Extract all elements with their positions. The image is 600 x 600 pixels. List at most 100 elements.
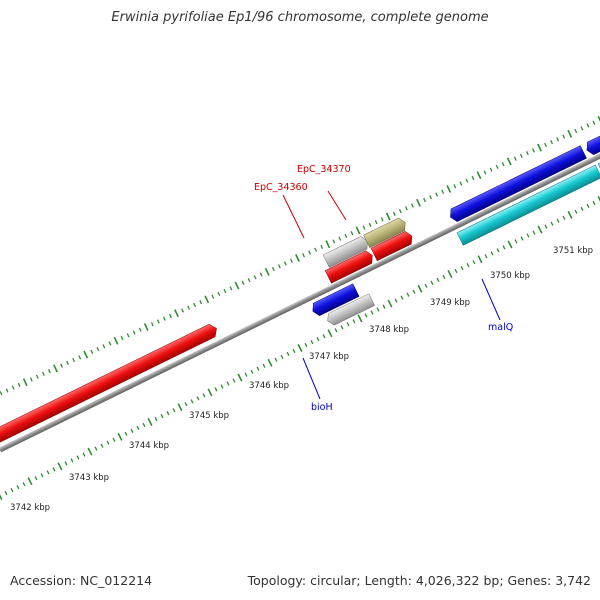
scale-tick [124,431,128,436]
scale-tick [108,341,112,346]
scale-tick [334,328,338,333]
scale-tick [250,369,254,374]
scale-tick [501,162,505,167]
scale-tick [387,299,393,308]
scale-tick [537,225,543,234]
scale-tick [374,220,378,225]
scale-tick [513,156,517,161]
scale-tick [562,215,566,220]
scale-label: 3751 kbp [553,246,593,256]
scale-tick [76,455,80,460]
scale-tick [325,240,331,249]
scale-tick [290,258,293,263]
scale-tick [435,192,439,197]
scale-tick [597,116,600,122]
scale-tick [376,307,380,312]
scale-tick [271,266,275,272]
scale-tick [48,369,51,374]
scale-tick [132,330,136,335]
scale-tick [262,363,266,368]
scale-tick [232,378,236,383]
scale-tick [202,393,206,398]
gene-arrow [370,231,413,262]
scale-tick [586,123,590,128]
scale-tick [237,373,243,382]
scale-tick [550,221,554,226]
scale-tick [78,355,82,360]
scale-tick [193,302,197,307]
scale-tick [217,291,221,296]
scale-tick [117,432,123,441]
scale-tick [466,263,470,268]
scale-tick [0,391,3,396]
scale-tick [322,334,326,339]
scale-tick [580,126,584,131]
gene-arrow [450,145,587,222]
scale-tick [380,217,384,222]
scale-tick [147,418,153,426]
scale-label: 3745 kbp [189,411,229,421]
scale-tick [574,128,578,134]
scale-tick [90,349,94,354]
scale-label: 3747 kbp [309,352,349,362]
scale-tick [57,462,63,471]
scale-tick [196,396,200,401]
scale-tick [46,470,50,475]
scale-tick [447,270,453,278]
scale-tick [286,351,290,356]
leader-line [327,190,347,221]
scale-tick [177,403,183,412]
scale-label: 3748 kbp [369,325,409,335]
lower-scale-ticks [0,196,600,500]
scale-tick [495,164,499,169]
scale-tick [556,218,560,223]
scale-tick [292,348,296,354]
scale-tick [87,447,93,456]
scale-tick [64,461,68,466]
scale-tick [484,254,488,259]
gene-arrow [363,217,406,249]
scale-tick [17,382,21,388]
leader-line [481,278,501,321]
scale-tick [392,211,396,216]
scale-tick [592,200,596,206]
scale-tick [247,278,251,283]
scale-tick [100,443,104,448]
scale-tick [199,300,203,305]
scale-tick [264,267,270,276]
gene-label-bioh: bioH [311,402,333,413]
scale-tick [0,494,3,500]
scale-tick [355,226,361,235]
genome-summary-text: Topology: circular; Length: 4,026,322 bp… [247,573,591,588]
scale-tick [27,477,33,486]
scale-tick [465,178,469,183]
scale-label: 3750 kbp [490,271,530,281]
scale-tick [446,185,452,193]
scale-tick [314,247,318,252]
gene-arrow [324,250,373,284]
scale-tick [316,337,320,342]
scale-tick [338,236,342,241]
scale-tick [592,120,596,125]
scale-tick [417,284,423,293]
scale-tick [204,295,210,304]
scale-tick [11,385,15,390]
scale-tick [370,310,374,315]
scale-tick [234,281,240,290]
scale-tick [580,206,584,211]
scale-label: 3744 kbp [129,441,169,451]
scale-tick [344,233,348,238]
scale-tick [120,335,124,341]
scale-tick [4,490,8,496]
scale-tick [259,272,263,277]
scale-label: 3742 kbp [10,503,50,513]
scale-tick [562,134,566,139]
scale-tick [352,319,356,324]
scale-tick [174,309,179,318]
scale-tick [10,488,14,493]
scale-tick [241,280,245,285]
scale-tick [82,452,86,457]
gene-arrow [327,293,375,326]
scale-tick [130,428,134,433]
